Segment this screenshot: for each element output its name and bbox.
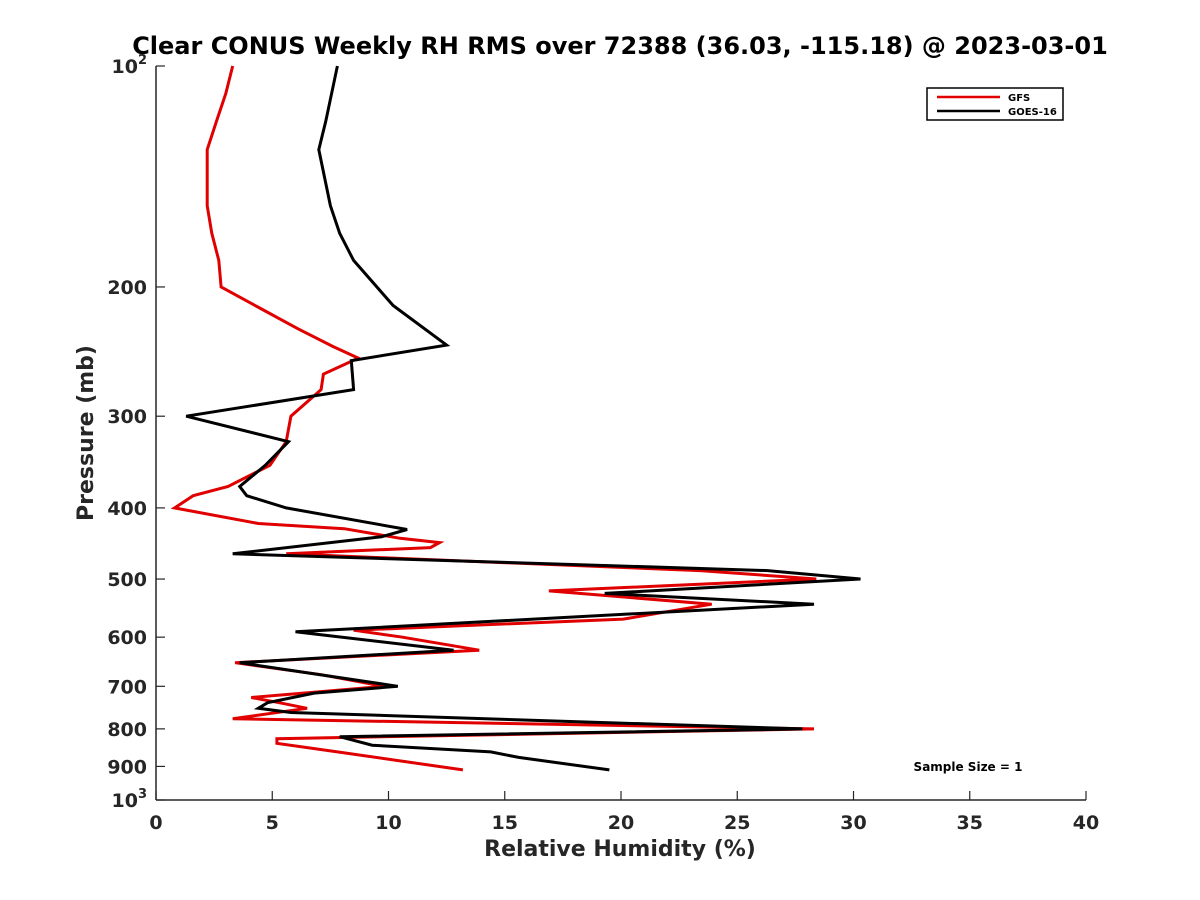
x-tick-label: 10 <box>375 812 401 834</box>
x-tick-label: 20 <box>608 812 634 834</box>
axes <box>155 66 1086 801</box>
y-tick-label: 103 <box>112 787 148 812</box>
legend-label-goes16: GOES-16 <box>1008 107 1057 118</box>
x-tick-label: 15 <box>492 812 518 834</box>
x-tick-label: 0 <box>149 812 162 834</box>
y-axis-label: Pressure (mb) <box>74 345 99 521</box>
legend-label-gfs: GFS <box>1008 93 1030 104</box>
legend-box <box>926 87 1064 121</box>
y-tick-label: 800 <box>107 719 147 741</box>
y-tick-label: 700 <box>107 676 147 698</box>
x-tick-label: 30 <box>840 812 866 834</box>
y-tick-label: 102 <box>112 53 148 78</box>
x-tick-label: 25 <box>724 812 750 834</box>
y-tick-label: 200 <box>107 277 147 299</box>
y-tick-label-exponent: 3 <box>138 787 147 802</box>
y-tick-label-exponent: 2 <box>138 53 147 68</box>
y-tick-label: 500 <box>107 569 147 591</box>
x-tick-label: 35 <box>957 812 983 834</box>
series-line-goes16 <box>185 65 861 772</box>
y-tick-label: 900 <box>107 756 147 778</box>
y-tick-label: 400 <box>107 498 147 520</box>
x-tick-label: 40 <box>1073 812 1099 834</box>
sample-size-annotation: Sample Size = 1 <box>914 760 1023 774</box>
x-tick-label: 5 <box>266 812 279 834</box>
chart-title: Clear CONUS Weekly RH RMS over 72388 (36… <box>132 32 1108 60</box>
legend: GFS GOES-16 <box>926 87 1064 121</box>
y-tick-label: 300 <box>107 406 147 428</box>
y-tick-label: 600 <box>107 627 147 649</box>
series-layer <box>170 65 861 772</box>
x-axis-label: Relative Humidity (%) <box>484 837 756 862</box>
y-tick-label-base: 10 <box>112 790 138 812</box>
x-axis-ticks: 0 5 10 15 20 25 30 35 40 <box>149 791 1099 834</box>
series-line-gfs <box>170 65 817 772</box>
y-tick-label-base: 10 <box>112 56 138 78</box>
